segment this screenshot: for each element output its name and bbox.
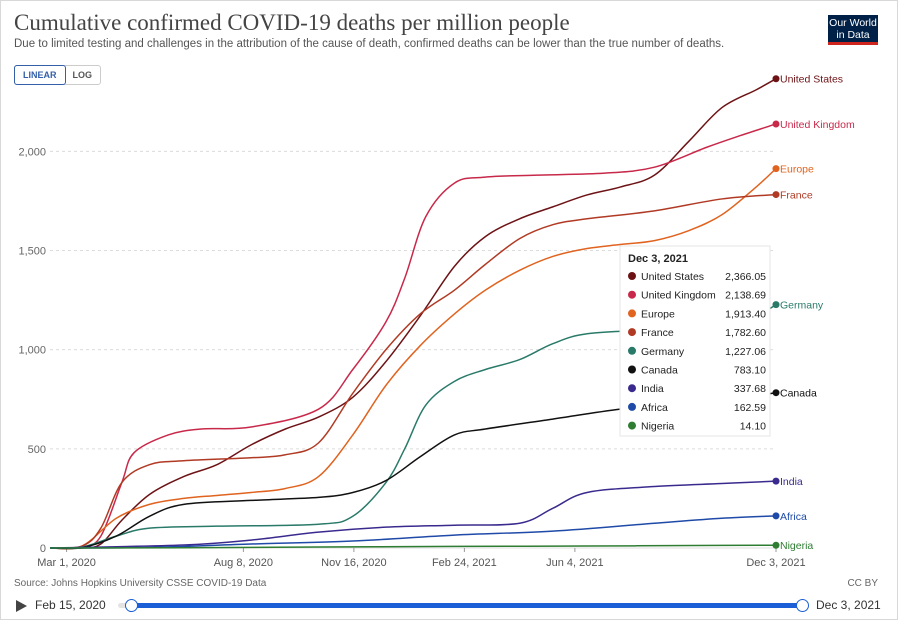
series-line-france bbox=[49, 193, 777, 549]
tooltip-row-name: United States bbox=[641, 271, 704, 283]
x-tick-label: Dec 3, 2021 bbox=[746, 557, 805, 569]
endpoint-india bbox=[772, 477, 780, 485]
y-tick-label: 2,000 bbox=[18, 146, 46, 158]
tooltip-row-name: Africa bbox=[641, 402, 668, 414]
end-label-canada: Canada bbox=[780, 388, 817, 400]
end-label-united-kingdom: United Kingdom bbox=[780, 119, 855, 131]
endpoint-germany bbox=[772, 301, 780, 309]
series-line-united-kingdom bbox=[49, 123, 777, 549]
timeline-end-handle[interactable] bbox=[796, 599, 809, 612]
tooltip-row-value: 1,782.60 bbox=[725, 327, 766, 339]
tooltip-row-value: 337.68 bbox=[734, 383, 766, 395]
tooltip-row-value: 2,138.69 bbox=[725, 290, 766, 302]
series-line-nigeria bbox=[49, 544, 777, 549]
license-link[interactable]: CC BY bbox=[847, 578, 878, 589]
tooltip-swatch bbox=[628, 421, 636, 430]
tooltip-row-value: 1,913.40 bbox=[725, 308, 766, 320]
chart-title: Cumulative confirmed COVID-19 deaths per… bbox=[14, 10, 570, 35]
tooltip-row-name: Nigeria bbox=[641, 421, 674, 433]
logo-line-1: Our World bbox=[829, 17, 877, 29]
play-icon[interactable] bbox=[16, 600, 27, 612]
tooltip-row-name: United Kingdom bbox=[641, 290, 716, 302]
tooltip: Dec 3, 2021 United States 2,366.05 United K… bbox=[619, 245, 771, 437]
tooltip-row-name: India bbox=[641, 383, 664, 395]
owid-logo[interactable]: Our World in Data bbox=[828, 15, 878, 45]
timeline-start-handle[interactable] bbox=[125, 599, 138, 612]
tooltip-row-value: 14.10 bbox=[740, 421, 766, 433]
y-tick-label: 1,500 bbox=[18, 246, 46, 258]
x-tick-label: Aug 8, 2020 bbox=[214, 557, 273, 569]
tooltip-swatch bbox=[628, 309, 636, 318]
linear-scale-button[interactable]: LINEAR bbox=[14, 65, 66, 85]
tooltip-swatch bbox=[628, 272, 636, 280]
endpoint-united-kingdom bbox=[772, 120, 780, 128]
source-note: Source: Johns Hopkins University CSSE CO… bbox=[14, 578, 267, 589]
timeline: Feb 15, 2020 Dec 3, 2021 bbox=[0, 594, 898, 618]
tooltip-row-name: Germany bbox=[641, 346, 685, 358]
endpoint-europe bbox=[772, 165, 780, 173]
timeline-end-date: Dec 3, 2021 bbox=[816, 598, 881, 612]
tooltip-swatch bbox=[628, 328, 636, 337]
tooltip-row-value: 1,227.06 bbox=[725, 346, 766, 358]
x-tick-label: Nov 16, 2020 bbox=[321, 557, 386, 569]
log-scale-button[interactable]: LOG bbox=[72, 70, 93, 80]
tooltip-swatch bbox=[628, 402, 636, 411]
tooltip-box bbox=[619, 245, 771, 437]
x-tick-label: Mar 1, 2020 bbox=[37, 557, 96, 569]
end-label-germany: Germany bbox=[780, 300, 824, 312]
tooltip-swatch bbox=[628, 290, 636, 299]
scale-toggle: LINEAR LOG bbox=[14, 65, 101, 85]
tooltip-row-value: 162.59 bbox=[734, 402, 766, 414]
y-tick-label: 0 bbox=[40, 543, 46, 555]
end-label-france: France bbox=[780, 190, 813, 202]
y-tick-label: 1,000 bbox=[18, 345, 46, 357]
tooltip-row-name: Canada bbox=[641, 365, 678, 377]
timeline-selected-range[interactable] bbox=[131, 603, 803, 608]
endpoint-africa bbox=[772, 512, 780, 520]
endpoint-canada bbox=[772, 389, 780, 397]
chart-subtitle: Due to limited testing and challenges in… bbox=[14, 38, 725, 50]
endpoint-france bbox=[772, 191, 780, 199]
end-label-india: India bbox=[780, 476, 803, 488]
end-label-united-states: United States bbox=[780, 74, 843, 86]
end-labels: United States United Kingdom Europe France G… bbox=[772, 74, 855, 552]
series-line-europe bbox=[49, 168, 777, 550]
series-line-united-states bbox=[49, 78, 777, 550]
x-tick-label: Jun 4, 2021 bbox=[546, 557, 604, 569]
tooltip-row-name: Europe bbox=[641, 308, 675, 320]
tooltip-row-value: 2,366.05 bbox=[725, 271, 766, 283]
x-tick-label: Feb 24, 2021 bbox=[432, 557, 497, 569]
endpoint-united-states bbox=[772, 75, 780, 83]
series-line-india bbox=[49, 480, 777, 549]
tooltip-title: Dec 3, 2021 bbox=[628, 253, 688, 265]
y-tick-label: 500 bbox=[28, 444, 46, 456]
logo-line-2: in Data bbox=[836, 29, 870, 41]
end-label-nigeria: Nigeria bbox=[780, 540, 813, 552]
tooltip-row-name: France bbox=[641, 327, 674, 339]
tooltip-swatch bbox=[628, 346, 636, 355]
tooltip-swatch bbox=[628, 384, 636, 393]
grid-layer: 0 500 1,000 1,500 2,000 Mar 1, 2020 Aug 8, 202… bbox=[18, 146, 805, 569]
end-label-africa: Africa bbox=[780, 511, 807, 523]
end-label-europe: Europe bbox=[780, 164, 814, 176]
endpoint-nigeria bbox=[772, 541, 780, 549]
tooltip-swatch bbox=[628, 365, 636, 374]
tooltip-row-value: 783.10 bbox=[734, 365, 766, 377]
series-line-africa bbox=[49, 515, 777, 549]
timeline-start-date: Feb 15, 2020 bbox=[35, 598, 106, 612]
